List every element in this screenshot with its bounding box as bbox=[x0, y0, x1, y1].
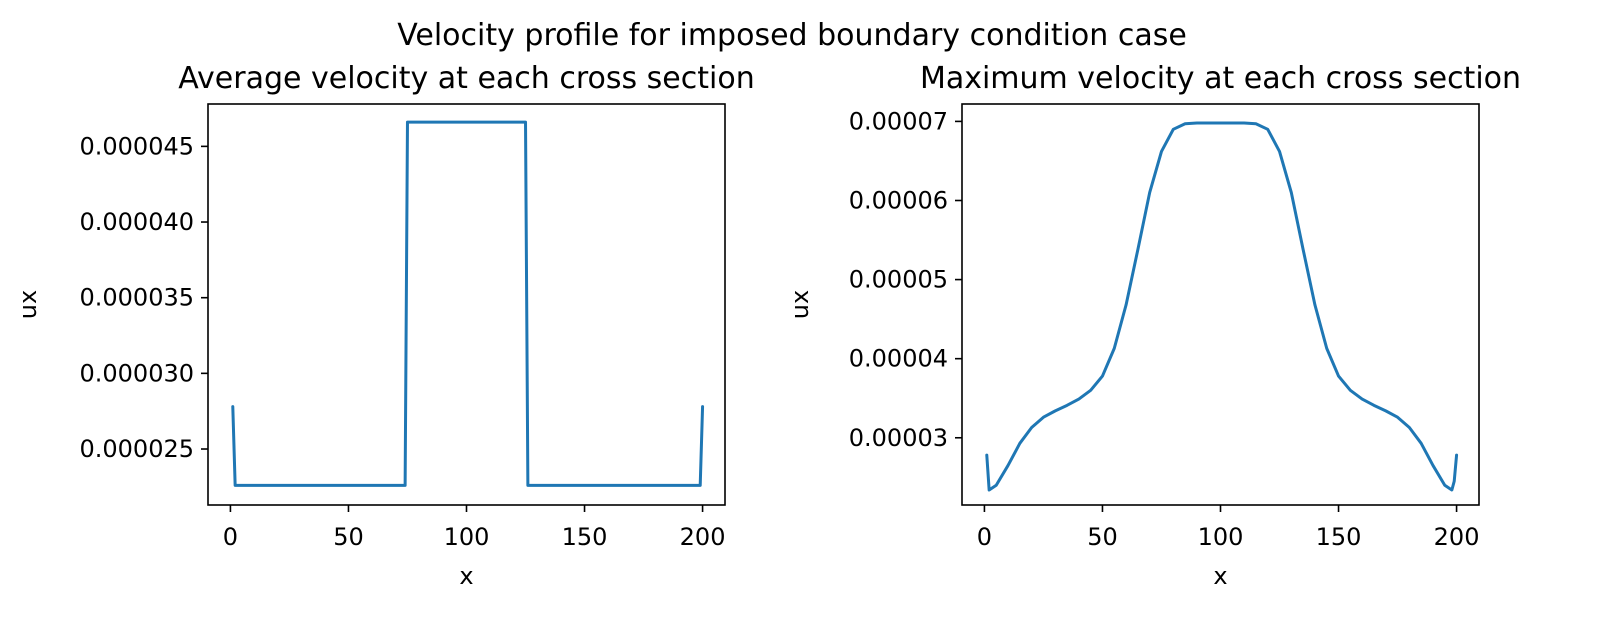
left-chart-y-axis-label: ux bbox=[14, 290, 42, 319]
right-chart-y-tick-label: 0.00005 bbox=[849, 266, 948, 294]
left-chart-x-tick-label: 200 bbox=[680, 523, 726, 551]
left-chart-x-tick-label: 150 bbox=[562, 523, 608, 551]
right-chart-x-tick-label: 150 bbox=[1316, 523, 1362, 551]
right-chart-series-line bbox=[985, 121, 1459, 492]
left-chart-y-tick-label: 0.000030 bbox=[79, 359, 194, 387]
right-chart-y-axis-label: ux bbox=[786, 290, 814, 319]
left-chart-axes: Average velocity at each cross section 0 5… bbox=[14, 61, 755, 590]
right-chart-y-tick-label: 0.00003 bbox=[849, 424, 948, 452]
left-chart-y-tick-label: 0.000040 bbox=[79, 208, 194, 236]
right-chart-x-tick-label: 50 bbox=[1087, 523, 1118, 551]
right-chart-x-tick-label: 100 bbox=[1198, 523, 1244, 551]
left-chart-x-axis-label: x bbox=[459, 562, 473, 590]
right-chart-y-tick-label: 0.00006 bbox=[849, 186, 948, 214]
right-chart-title: Maximum velocity at each cross section bbox=[920, 61, 1521, 96]
left-chart-title: Average velocity at each cross section bbox=[178, 61, 754, 96]
right-chart-y-tick-label: 0.00004 bbox=[849, 345, 948, 373]
left-chart-y-tick-label: 0.000025 bbox=[79, 435, 194, 463]
right-chart-x-tick-label: 200 bbox=[1434, 523, 1480, 551]
left-chart-frame bbox=[207, 103, 726, 506]
left-chart-series-line bbox=[231, 120, 705, 487]
left-chart-y-tick-label: 0.000035 bbox=[79, 284, 194, 312]
left-chart-x-tick-label: 0 bbox=[223, 523, 238, 551]
right-chart-x-tick-label: 0 bbox=[977, 523, 992, 551]
right-chart-frame bbox=[961, 103, 1480, 506]
left-chart-x-tick-label: 50 bbox=[333, 523, 364, 551]
figure-suptitle: Velocity profile for imposed boundary co… bbox=[397, 18, 1187, 53]
left-chart-y-tick-label: 0.000045 bbox=[79, 132, 194, 160]
right-chart-y-tick-label: 0.00007 bbox=[849, 107, 948, 135]
right-chart-x-axis-label: x bbox=[1213, 562, 1227, 590]
left-chart-x-tick-label: 100 bbox=[444, 523, 490, 551]
right-chart-axes: Maximum velocity at each cross section 0 5… bbox=[786, 61, 1521, 590]
